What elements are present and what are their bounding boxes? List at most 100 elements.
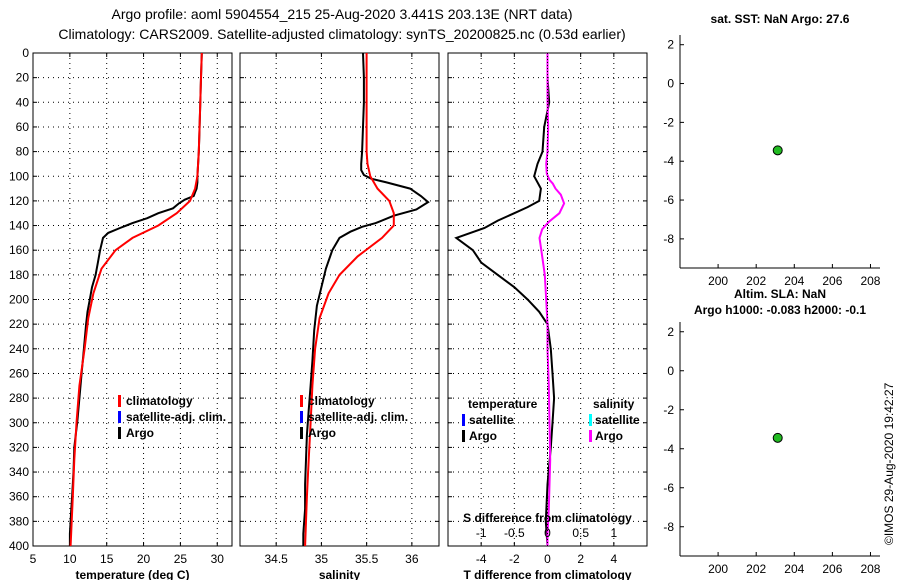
x-tick-label: 206 xyxy=(822,274,842,288)
y-tick-label: 400 xyxy=(9,539,29,553)
y-tick-label: 300 xyxy=(9,416,29,430)
y-tick-label: 120 xyxy=(9,194,29,208)
legend-label-temperature-argo: Argo xyxy=(469,429,497,443)
legend-swatch-temperature-satellite xyxy=(462,414,465,426)
panel-altim_sla: 2 0 -2 -4 -6 -8 200 202 204 206 208 Altim. SLA: NaN… xyxy=(663,287,880,576)
x-tick-label: 5 xyxy=(30,552,37,566)
legend-swatch-argo xyxy=(118,427,121,439)
legend-title-temperature: temperature xyxy=(468,397,538,411)
figure-title-line2: Climatology: CARS2009. Satellite-adjuste… xyxy=(58,26,625,42)
legend-title-salinity: salinity xyxy=(593,397,635,411)
y-tick-label: 40 xyxy=(16,95,30,109)
y-tick-label: 0 xyxy=(667,77,674,91)
legend-label-satellite-adj-clim: satellite-adj. clim. xyxy=(308,410,408,424)
legend-swatch-temperature-argo xyxy=(462,430,465,442)
y-tick-label: 80 xyxy=(16,145,30,159)
x-tick-label: 35.5 xyxy=(355,552,379,566)
y-tick-label: -4 xyxy=(663,442,674,456)
panel-temperature: 0 20 40 60 80 100 120 140 160 180 200 220 240 260 280 3… xyxy=(9,46,233,580)
x-tick-label: 208 xyxy=(860,562,880,576)
legend-label-salinity-satellite: satellite xyxy=(595,413,640,427)
x-tick-label: 20 xyxy=(137,552,151,566)
y-tick-label: 180 xyxy=(9,268,29,282)
y-tick-label: 200 xyxy=(9,293,29,307)
series-argo xyxy=(302,52,430,546)
y-tick-label: 160 xyxy=(9,243,29,257)
x-tick-label: 202 xyxy=(746,274,766,288)
y-tick-label: -6 xyxy=(663,481,674,495)
x-tick-label: 4 xyxy=(610,552,617,566)
series-climatology xyxy=(69,52,203,547)
x-tick-label: -4 xyxy=(476,552,487,566)
y-tick-label: -8 xyxy=(663,232,674,246)
x-tick-label: -2 xyxy=(509,552,520,566)
x-tick-label: 34.5 xyxy=(265,552,289,566)
top-tick-label: -0.5 xyxy=(504,526,525,540)
y-tick-label: 340 xyxy=(9,465,29,479)
imos-timestamp-watermark: ©IMOS 29-Aug-2020 19:42:27 xyxy=(882,382,896,545)
x-tick-label: 200 xyxy=(708,274,728,288)
y-tick-label: 240 xyxy=(9,342,29,356)
data-point-argo-location xyxy=(772,145,783,156)
x-tick-label: 30 xyxy=(211,552,225,566)
panel-title: sat. SST: NaN Argo: 27.6 xyxy=(711,12,850,26)
x-tick-label: 204 xyxy=(784,274,804,288)
y-tick-label: 260 xyxy=(9,366,29,380)
y-tick-label: 2 xyxy=(667,325,674,339)
top-tick-label: -1 xyxy=(476,526,487,540)
y-tick-label: 360 xyxy=(9,490,29,504)
x-axis-label: T difference from climatology xyxy=(463,568,631,580)
x-tick-label: 25 xyxy=(174,552,188,566)
x-tick-label: 10 xyxy=(63,552,77,566)
panel-difference: -4 -2 0 2 4 T difference from climatology S di… xyxy=(447,52,648,580)
legend-label-satellite-adj-clim: satellite-adj. clim. xyxy=(126,410,226,424)
x-tick-label: 35 xyxy=(315,552,329,566)
y-tick-label: -2 xyxy=(663,115,674,129)
y-tick-label: -2 xyxy=(663,403,674,417)
legend-label-climatology: climatology xyxy=(308,394,375,408)
legend-swatch-salinity-satellite xyxy=(589,414,592,426)
panel-sat_sst: 2 0 -2 -4 -6 -8 200 202 204 206 208 sat. SST: NaN A… xyxy=(663,12,880,288)
x-tick-label: 36 xyxy=(405,552,419,566)
y-tick-label: 220 xyxy=(9,317,29,331)
x-tick-label: 200 xyxy=(708,562,728,576)
x-tick-label: 204 xyxy=(784,562,804,576)
y-tick-label: 380 xyxy=(9,514,29,528)
legend-swatch-salinity-argo xyxy=(589,430,592,442)
x-tick-label: 15 xyxy=(100,552,114,566)
legend-swatch-climatology xyxy=(118,395,121,407)
x-axis-label: temperature (deg C) xyxy=(75,568,189,580)
y-tick-label: 2 xyxy=(667,38,674,52)
top-tick-label: 0.5 xyxy=(572,526,589,540)
legend-swatch-satellite-adj-clim xyxy=(300,411,303,423)
top-axis-label: S difference from climatology xyxy=(463,511,632,525)
y-tick-label: 140 xyxy=(9,219,29,233)
panel-salinity: 34.5 35 35.5 36 salinity climatology satellite… xyxy=(239,52,440,580)
y-tick-label: -8 xyxy=(663,520,674,534)
legend-swatch-argo xyxy=(300,427,303,439)
axes-frame xyxy=(239,52,440,547)
series-t-difference-argo xyxy=(454,53,556,547)
series-climatology xyxy=(304,53,395,547)
y-tick-label: 20 xyxy=(16,71,30,85)
y-tick-label: 0 xyxy=(22,46,29,60)
series-s-difference-argo xyxy=(538,53,566,546)
y-tick-label: -4 xyxy=(663,154,674,168)
x-axis-label: salinity xyxy=(319,568,361,580)
top-tick-label: 0 xyxy=(544,526,551,540)
series-argo xyxy=(68,52,203,546)
x-tick-label: 208 xyxy=(860,274,880,288)
legend-label-salinity-argo: Argo xyxy=(595,429,623,443)
x-tick-label: 2 xyxy=(577,552,584,566)
panel-title: Altim. SLA: NaN xyxy=(734,287,826,301)
top-tick-label: 1 xyxy=(610,526,617,540)
x-tick-label: 202 xyxy=(746,562,766,576)
data-point-argo-location xyxy=(772,432,783,443)
y-tick-label: 60 xyxy=(16,120,30,134)
y-tick-label: 320 xyxy=(9,440,29,454)
x-tick-label: 0 xyxy=(544,552,551,566)
y-tick-label: 0 xyxy=(667,364,674,378)
panel-subtitle: Argo h1000: -0.083 h2000: -0.1 xyxy=(694,303,866,317)
y-tick-label: 100 xyxy=(9,169,29,183)
